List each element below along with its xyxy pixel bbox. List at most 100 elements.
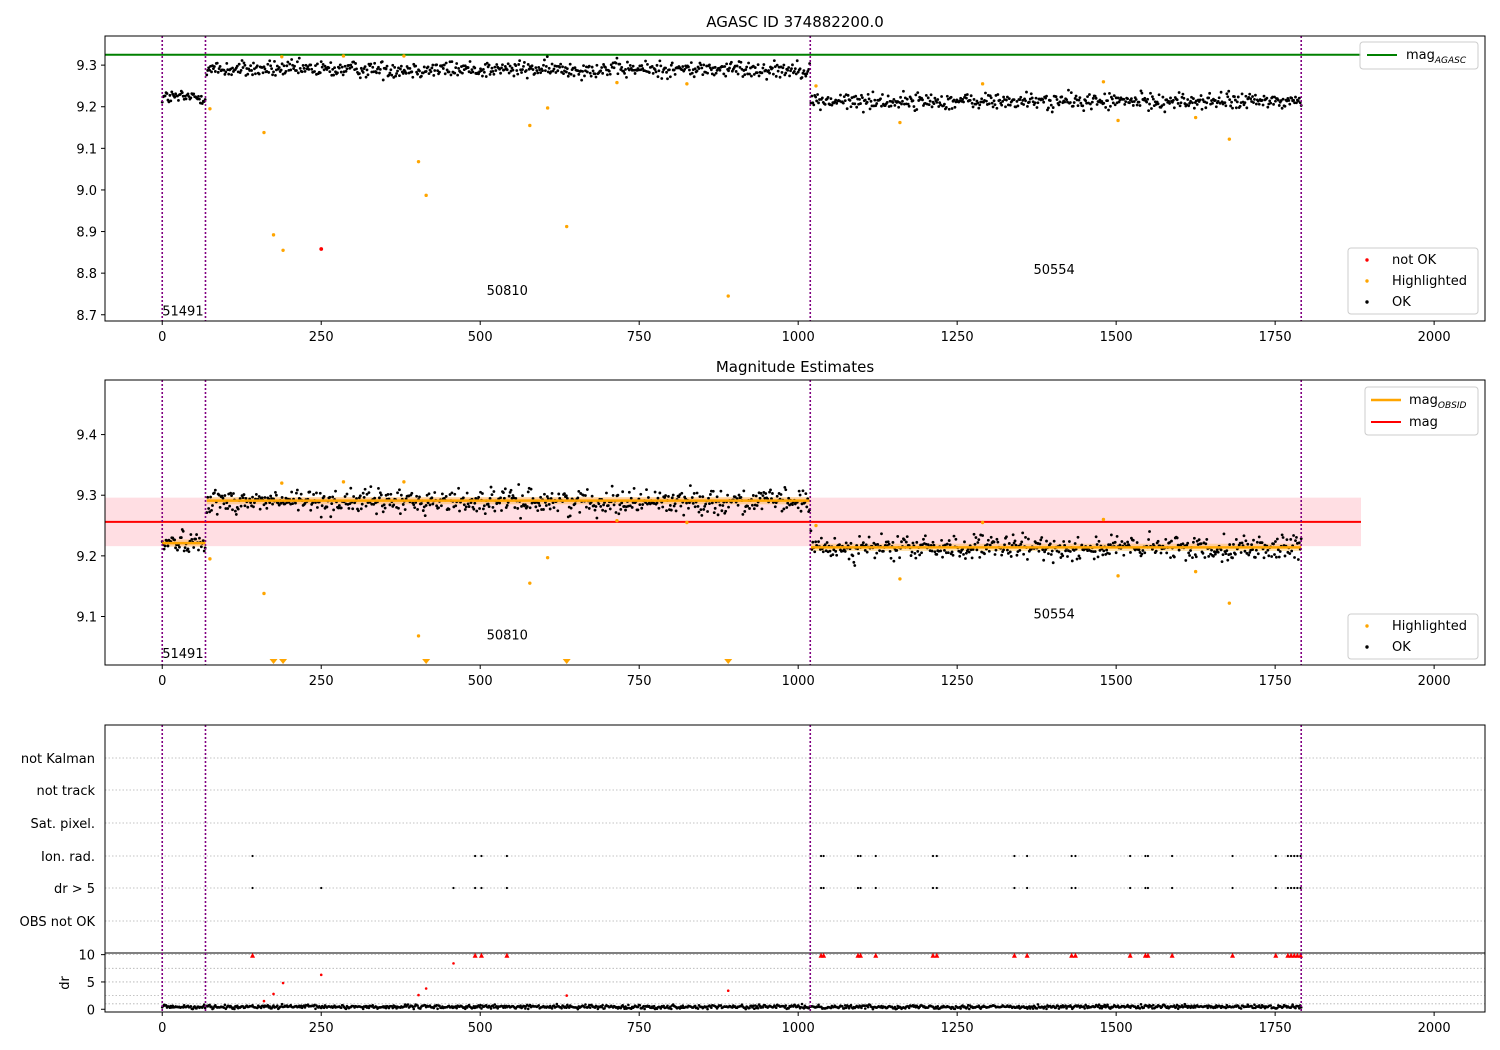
ok-point bbox=[178, 92, 182, 96]
ok-point bbox=[358, 494, 362, 498]
ok-point bbox=[810, 94, 814, 98]
ok-point bbox=[1270, 555, 1274, 558]
ok-point bbox=[947, 539, 951, 542]
ok-point bbox=[843, 99, 847, 102]
ok-point bbox=[536, 509, 540, 513]
dr-point bbox=[893, 1005, 897, 1009]
ok-point bbox=[696, 504, 700, 508]
dr-flag bbox=[505, 886, 509, 890]
ok-point bbox=[389, 492, 393, 496]
ok-point bbox=[1195, 539, 1199, 543]
ok-point bbox=[1007, 542, 1011, 545]
ok-point bbox=[992, 540, 996, 544]
ok-point bbox=[1011, 533, 1015, 537]
dr-clipped-marker bbox=[1294, 952, 1300, 958]
ok-point bbox=[796, 70, 800, 74]
ok-point bbox=[765, 77, 769, 81]
ok-point bbox=[954, 537, 958, 541]
ok-point bbox=[691, 501, 695, 505]
ok-point bbox=[530, 64, 534, 68]
highlighted-point bbox=[208, 557, 212, 561]
dr-clipped-marker bbox=[1069, 952, 1075, 958]
ok-point bbox=[518, 59, 522, 63]
ok-point bbox=[655, 501, 659, 505]
dr-clipped-marker bbox=[1145, 952, 1151, 958]
ok-point bbox=[279, 501, 283, 505]
ok-point bbox=[217, 67, 221, 70]
ok-point bbox=[1019, 542, 1023, 546]
ok-point bbox=[505, 68, 509, 72]
ok-point bbox=[562, 72, 565, 76]
dr-not-ok-point bbox=[726, 989, 730, 992]
ok-point bbox=[1040, 536, 1044, 539]
ok-point bbox=[369, 485, 373, 489]
dr-point bbox=[870, 1005, 874, 1009]
ok-point bbox=[647, 496, 650, 499]
ok-point bbox=[1228, 543, 1232, 546]
ok-point bbox=[935, 101, 939, 104]
ok-point bbox=[1246, 542, 1250, 546]
ok-point bbox=[733, 495, 737, 499]
ok-point bbox=[365, 68, 369, 72]
ion-rad-flag bbox=[1026, 854, 1029, 858]
ok-point bbox=[209, 495, 212, 499]
ok-point bbox=[1220, 560, 1224, 563]
ok-point bbox=[332, 508, 336, 512]
ok-point bbox=[760, 507, 764, 511]
ok-point bbox=[239, 504, 243, 508]
ok-point bbox=[544, 504, 548, 507]
ok-point bbox=[351, 507, 355, 511]
ok-point bbox=[360, 502, 364, 506]
ok-point bbox=[1244, 539, 1248, 543]
ok-point bbox=[991, 105, 995, 109]
ok-point bbox=[1192, 106, 1196, 110]
ok-point bbox=[173, 538, 177, 542]
ok-point bbox=[798, 493, 802, 497]
dr-point bbox=[595, 1005, 599, 1008]
legend-lines-agasc: magAGASC bbox=[1359, 41, 1479, 70]
dr-point bbox=[1106, 1003, 1109, 1007]
ok-point bbox=[945, 94, 949, 98]
legend-label-highlighted: Highlighted bbox=[1392, 619, 1467, 634]
ok-point bbox=[940, 95, 943, 98]
ok-point bbox=[900, 102, 903, 106]
ok-point bbox=[1098, 549, 1102, 552]
ok-point bbox=[795, 59, 799, 63]
ok-point bbox=[1199, 94, 1203, 97]
ok-point bbox=[544, 64, 548, 68]
ok-point bbox=[378, 71, 381, 75]
ok-point bbox=[1187, 551, 1191, 555]
dr-not-ok-point bbox=[272, 992, 275, 996]
ok-point bbox=[210, 508, 213, 512]
ok-point bbox=[974, 536, 978, 539]
ok-point bbox=[709, 493, 712, 496]
ok-point bbox=[491, 505, 495, 509]
obsid-label: 50554 bbox=[1033, 263, 1074, 278]
ok-point bbox=[416, 508, 419, 511]
ok-point bbox=[814, 540, 818, 544]
ok-point bbox=[438, 70, 441, 74]
dr-point bbox=[1253, 1003, 1256, 1007]
ok-point bbox=[545, 55, 549, 59]
ok-point bbox=[412, 503, 416, 507]
ok-point bbox=[1111, 101, 1115, 105]
ok-point bbox=[366, 73, 370, 77]
ok-point bbox=[750, 503, 754, 507]
ok-point bbox=[1130, 97, 1133, 101]
ok-point bbox=[653, 490, 657, 494]
ok-point bbox=[1052, 539, 1056, 543]
x-tick-label: 0 bbox=[158, 1021, 166, 1036]
ok-point bbox=[354, 62, 357, 65]
ok-point bbox=[590, 494, 594, 498]
dr-flag bbox=[1286, 886, 1289, 890]
ok-point bbox=[566, 74, 570, 78]
ok-point bbox=[1025, 90, 1028, 94]
ok-point bbox=[1049, 553, 1053, 556]
ok-point bbox=[661, 505, 665, 509]
ok-point bbox=[1164, 538, 1168, 541]
ok-point bbox=[310, 67, 314, 71]
ok-point bbox=[404, 71, 408, 75]
ok-point bbox=[757, 74, 761, 78]
ok-point bbox=[241, 496, 245, 500]
ok-point bbox=[399, 493, 403, 497]
